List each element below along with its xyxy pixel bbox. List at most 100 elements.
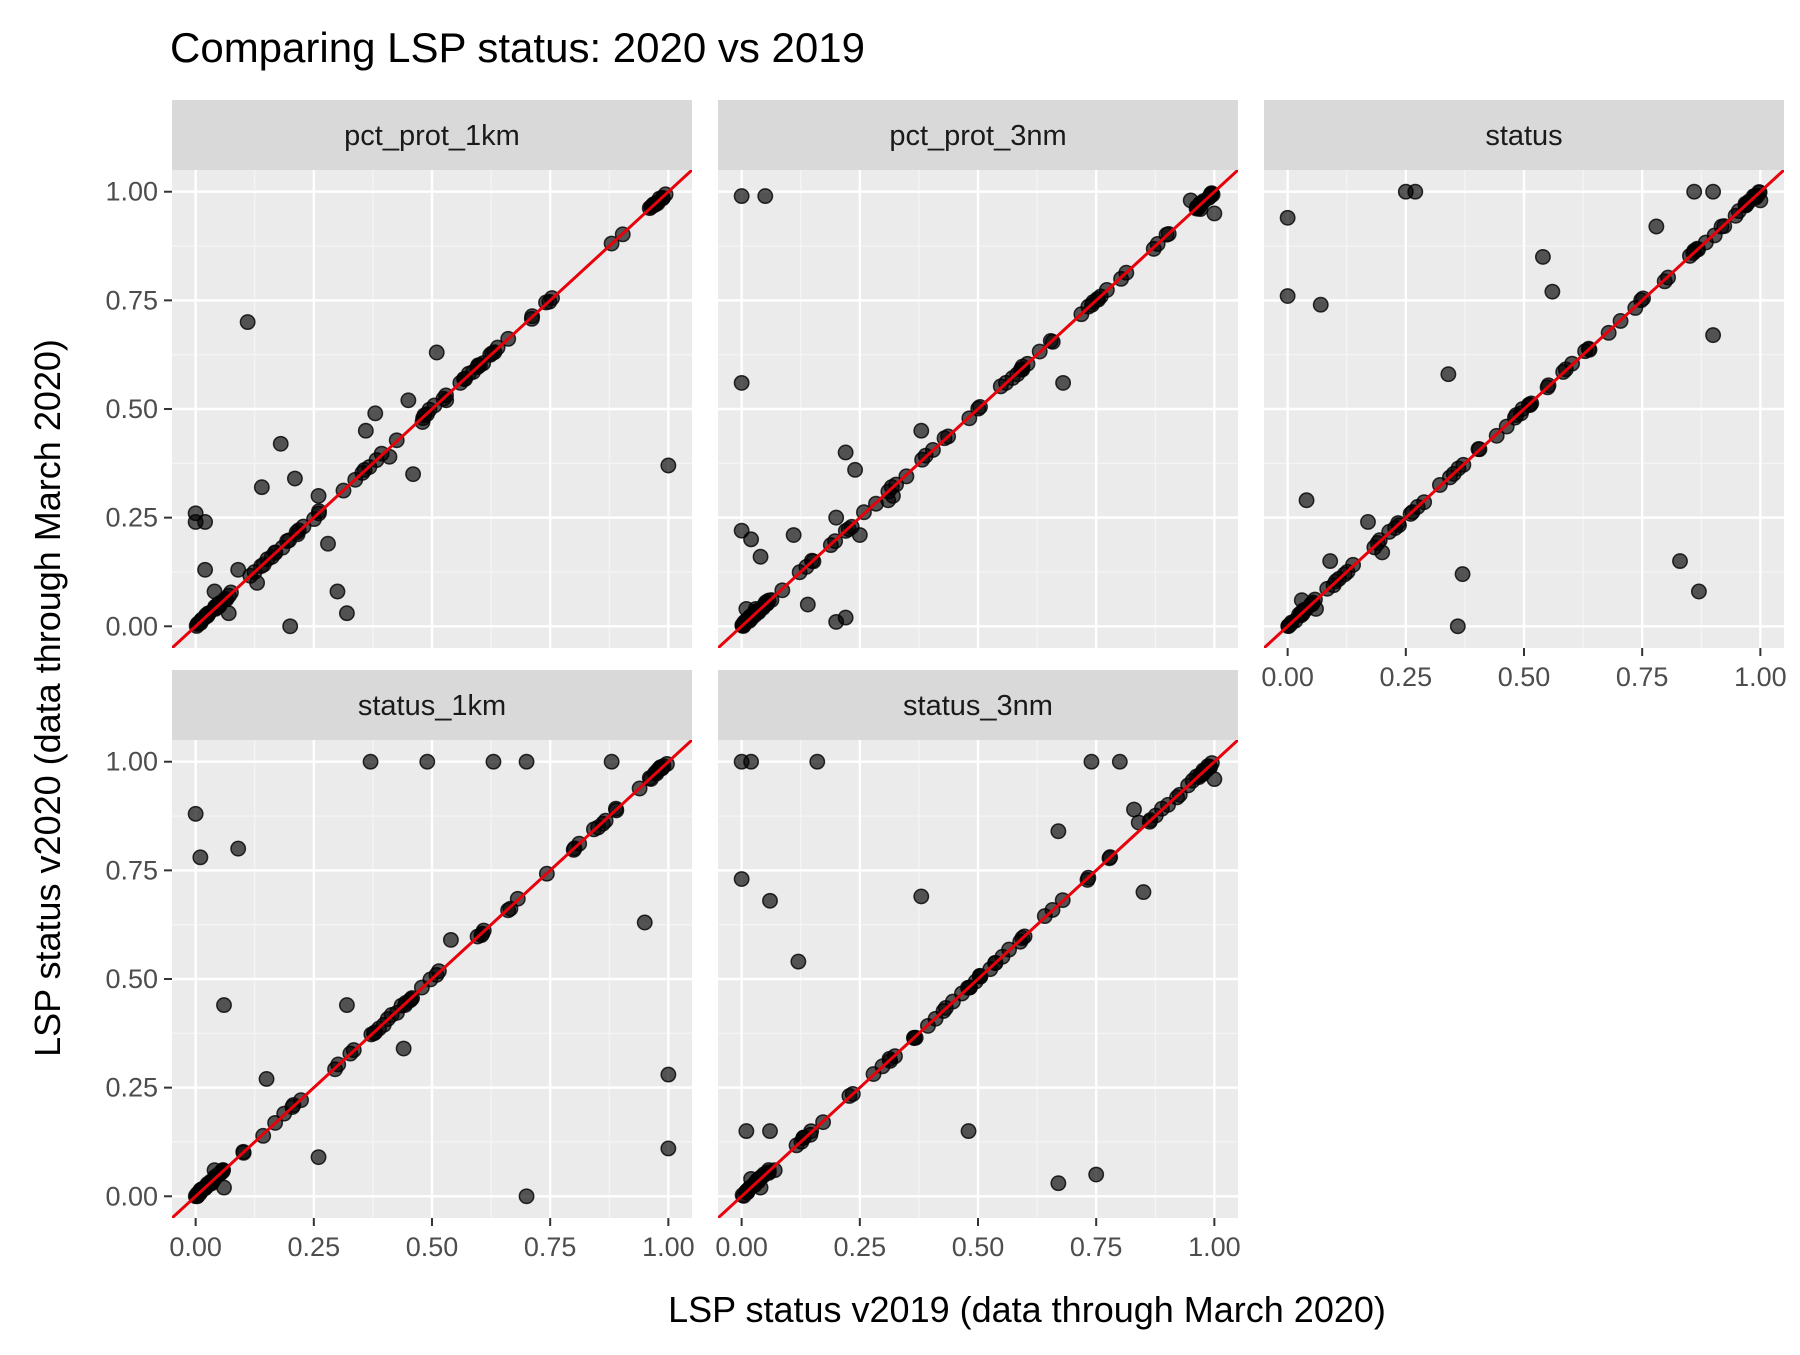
x-tick-label: 0.50 bbox=[1498, 662, 1551, 692]
facet-strip-label: pct_prot_1km bbox=[344, 120, 520, 152]
facet-strip bbox=[1264, 100, 1784, 170]
data-point bbox=[1083, 753, 1100, 770]
data-point bbox=[442, 931, 459, 948]
data-point bbox=[320, 535, 336, 552]
data-point bbox=[216, 997, 232, 1014]
data-point bbox=[187, 805, 204, 822]
reference-line bbox=[718, 740, 1238, 1218]
data-point bbox=[1544, 283, 1561, 300]
data-point bbox=[518, 1188, 535, 1205]
data-point bbox=[828, 509, 845, 526]
data-point bbox=[762, 892, 778, 909]
data-point bbox=[216, 1179, 232, 1196]
y-tick-label: 1.00 bbox=[105, 747, 158, 777]
reference-line bbox=[172, 740, 692, 1218]
data-point bbox=[1206, 771, 1223, 788]
data-point bbox=[338, 997, 355, 1014]
reference-line bbox=[1264, 170, 1784, 648]
data-point bbox=[272, 435, 289, 452]
facet-strip bbox=[718, 100, 1238, 170]
data-point bbox=[1050, 1175, 1067, 1192]
data-point bbox=[1192, 201, 1209, 218]
data-point bbox=[338, 605, 355, 622]
data-point bbox=[752, 548, 769, 565]
data-point bbox=[395, 1040, 412, 1057]
data-point bbox=[197, 561, 214, 578]
y-tick-label: 0.25 bbox=[105, 1073, 158, 1103]
facet-strip-label: status_3nm bbox=[903, 690, 1053, 722]
data-point bbox=[329, 583, 346, 600]
data-point bbox=[192, 849, 209, 866]
data-point bbox=[636, 914, 653, 931]
data-point bbox=[230, 840, 247, 857]
data-point bbox=[239, 314, 256, 331]
data-point bbox=[747, 600, 764, 617]
reference-line bbox=[172, 170, 692, 648]
data-point bbox=[1648, 218, 1665, 235]
data-point bbox=[485, 753, 502, 770]
y-axis-title: LSP status v2020 (data through March 202… bbox=[27, 339, 68, 1057]
x-tick-label: 1.00 bbox=[1188, 1232, 1241, 1262]
data-point bbox=[799, 596, 816, 613]
data-point bbox=[1705, 183, 1722, 200]
data-point bbox=[414, 414, 431, 430]
chart-title: Comparing LSP status: 2020 vs 2019 bbox=[170, 24, 865, 71]
data-point bbox=[790, 953, 807, 970]
data-point bbox=[733, 871, 750, 888]
data-point bbox=[1206, 205, 1223, 222]
data-point bbox=[1135, 884, 1152, 901]
data-point bbox=[282, 618, 299, 635]
x-tick-label: 0.25 bbox=[1380, 662, 1433, 692]
data-point bbox=[1088, 1166, 1105, 1183]
x-axis-title: LSP status v2019 (data through March 202… bbox=[668, 1289, 1386, 1330]
data-point bbox=[428, 344, 445, 361]
facet-strip-label: status_1km bbox=[358, 690, 506, 722]
y-tick-label: 0.00 bbox=[105, 611, 158, 641]
facet-strip bbox=[172, 670, 692, 740]
x-tick-label: 0.25 bbox=[288, 1232, 341, 1262]
data-point bbox=[851, 527, 868, 543]
data-point bbox=[286, 470, 303, 487]
data-point bbox=[249, 574, 266, 591]
data-point bbox=[1050, 823, 1067, 840]
data-point bbox=[1279, 209, 1296, 226]
facet-strip bbox=[718, 670, 1238, 740]
data-point bbox=[357, 422, 374, 439]
facet-strip bbox=[172, 100, 692, 170]
data-point bbox=[1312, 296, 1329, 313]
data-point bbox=[603, 753, 620, 770]
x-tick-label: 0.00 bbox=[1261, 662, 1314, 692]
x-tick-label: 0.50 bbox=[952, 1232, 1005, 1262]
x-tick-label: 0.25 bbox=[834, 1232, 887, 1262]
x-tick-label: 0.75 bbox=[1070, 1232, 1123, 1262]
x-tick-label: 0.00 bbox=[169, 1232, 222, 1262]
y-tick-label: 0.50 bbox=[105, 964, 158, 994]
data-point bbox=[1454, 566, 1471, 583]
data-point bbox=[1322, 553, 1339, 570]
facet-panel-status: status 0.00 0.25 0.50 0.75 1.00 bbox=[1261, 100, 1787, 692]
data-point bbox=[1534, 248, 1551, 265]
data-point bbox=[847, 461, 864, 478]
facet-panel-status_1km: status_1km 0.00 0.25 0.50 0.75 1.00 0.00 0.25 0.… bbox=[105, 670, 695, 1262]
data-point bbox=[913, 888, 930, 905]
data-point bbox=[785, 527, 802, 543]
data-point bbox=[757, 188, 774, 205]
reference-line bbox=[718, 170, 1238, 648]
x-tick-label: 0.75 bbox=[524, 1232, 577, 1262]
data-point bbox=[400, 392, 417, 409]
data-point bbox=[766, 1162, 783, 1179]
data-point bbox=[837, 609, 854, 626]
data-point bbox=[1672, 553, 1688, 570]
y-tick-label: 0.25 bbox=[105, 503, 158, 533]
data-point bbox=[310, 487, 327, 504]
panels-layer: pct_prot_1km0.000.250.500.751.00pct_prot… bbox=[105, 100, 1787, 1262]
data-point bbox=[518, 753, 535, 770]
facet-panel-pct_prot_1km: pct_prot_1km 0.00 0.25 0.50 0.75 1.00 bbox=[105, 100, 692, 648]
data-point bbox=[762, 1123, 778, 1140]
y-tick-label: 0.75 bbox=[105, 285, 158, 315]
x-tick-label: 0.50 bbox=[406, 1232, 459, 1262]
data-point bbox=[1407, 183, 1424, 200]
data-point bbox=[438, 392, 455, 409]
data-point bbox=[220, 605, 237, 622]
